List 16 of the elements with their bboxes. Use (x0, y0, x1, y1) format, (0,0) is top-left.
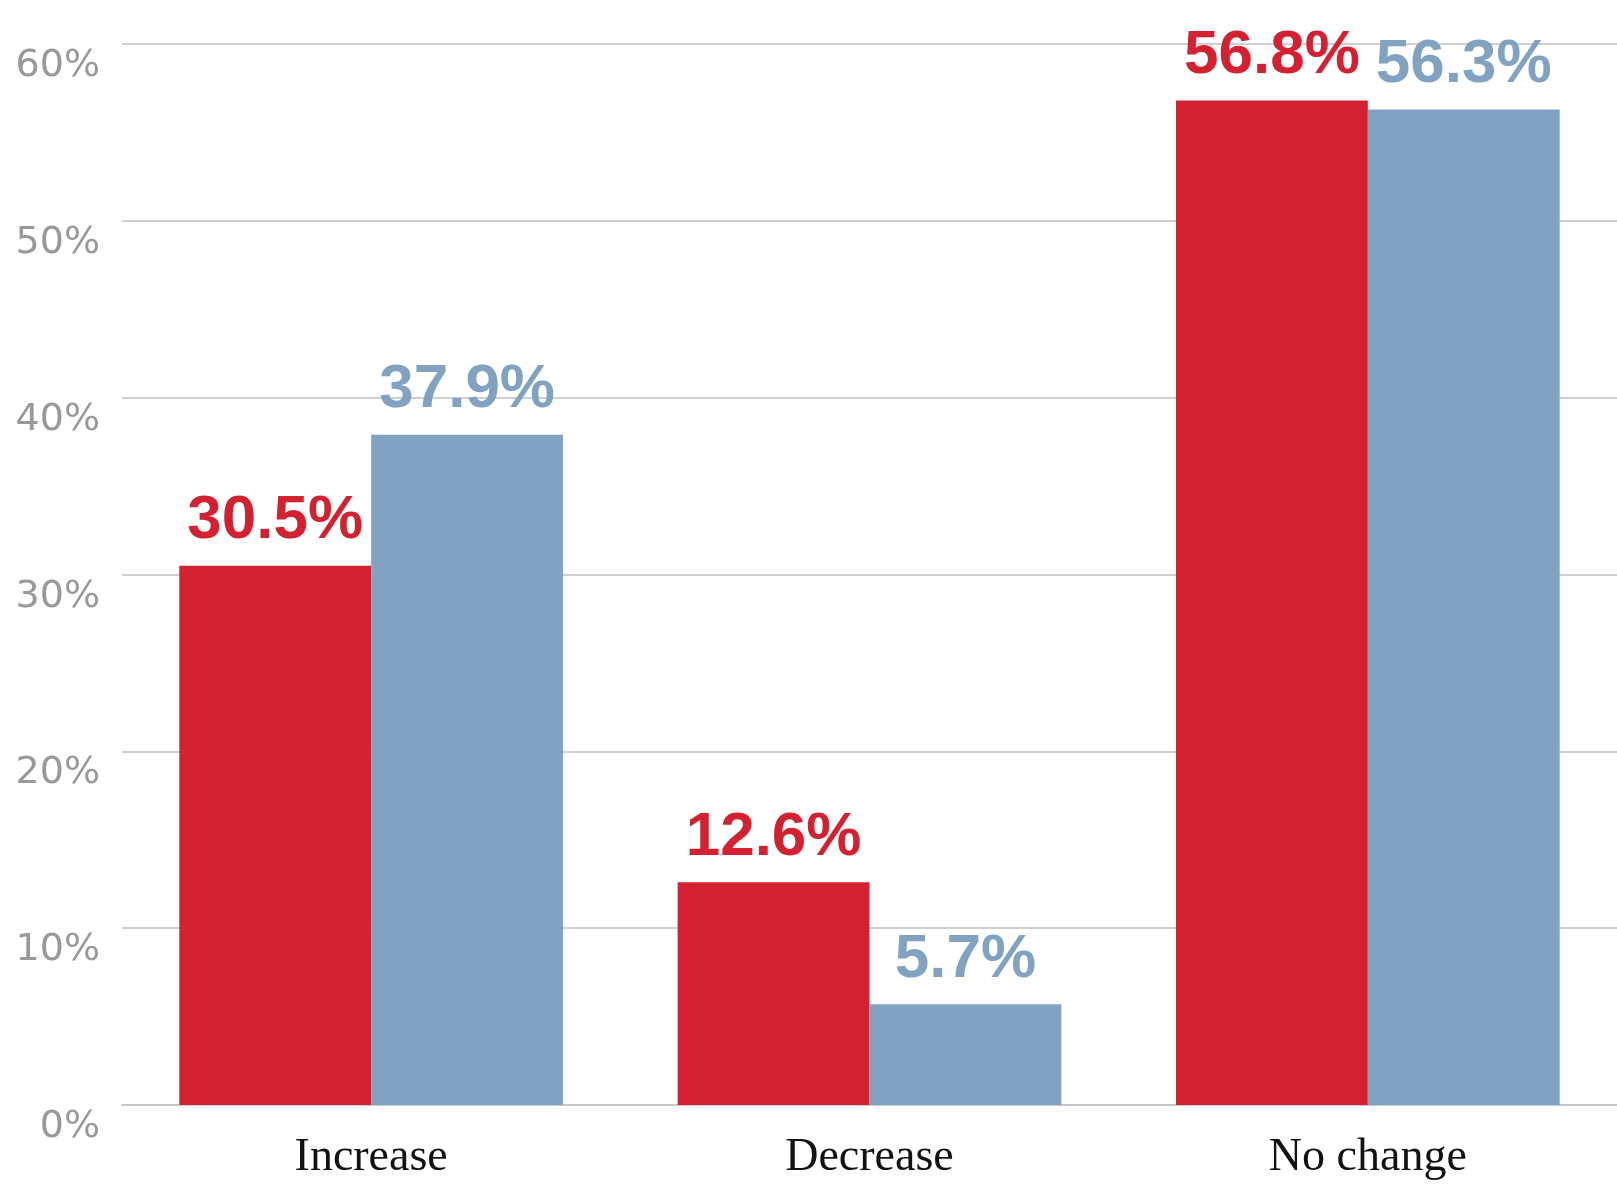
y-tick-label: 50% (15, 217, 100, 262)
data-label: 30.5% (187, 482, 364, 552)
x-tick-label: Increase (294, 1128, 448, 1180)
y-tick-label: 30% (15, 571, 100, 616)
x-tick-label: No change (1268, 1128, 1467, 1180)
data-label: 12.6% (685, 798, 862, 868)
y-tick-label: 10% (15, 925, 100, 970)
x-tick-label: Decrease (785, 1128, 954, 1180)
data-label: 5.7% (894, 920, 1037, 990)
y-tick-label: 60% (15, 41, 100, 85)
data-label: 56.8% (1184, 17, 1360, 87)
data-label: 56.3% (1375, 25, 1552, 95)
y-tick-label: 0% (39, 1102, 100, 1146)
y-tick-label: 40% (15, 394, 100, 439)
data-label: 37.9% (379, 351, 555, 421)
y-tick-label: 20% (15, 748, 100, 793)
